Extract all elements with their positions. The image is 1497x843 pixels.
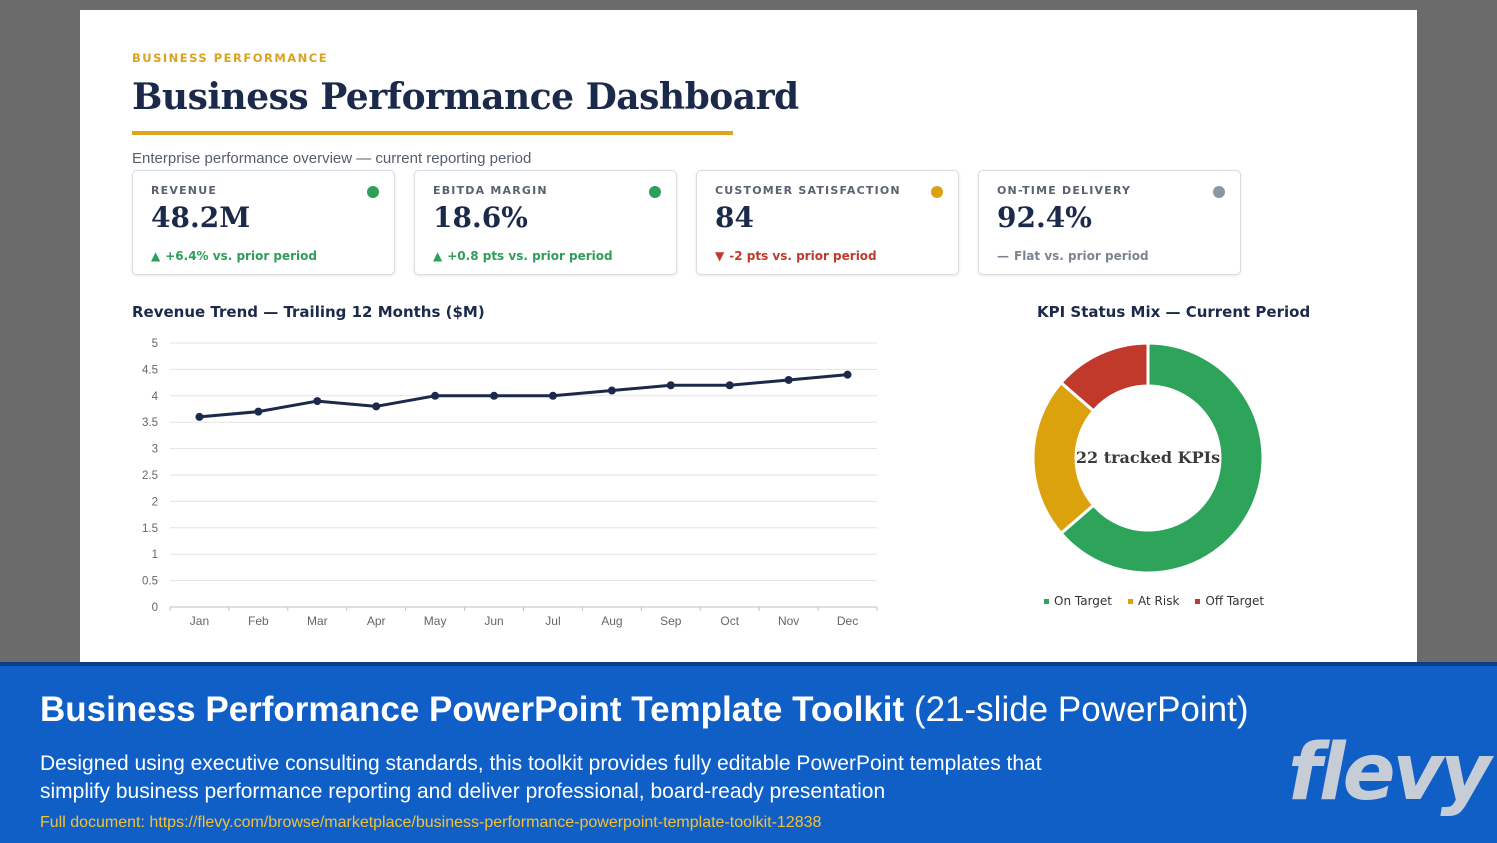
status-dot-icon	[931, 186, 943, 198]
kpi-label: EBITDA MARGIN	[433, 184, 548, 197]
legend-swatch	[1044, 598, 1049, 604]
promo-banner: Business Performance PowerPoint Template…	[0, 662, 1497, 843]
y-tick-label: 4.5	[142, 364, 158, 376]
trend-flat-icon: —	[997, 249, 1009, 263]
y-tick-label: 1.5	[142, 523, 158, 535]
x-tick-label: Jun	[484, 614, 503, 628]
kpi-delta-text: +6.4% vs. prior period	[165, 249, 318, 263]
data-point	[843, 370, 852, 379]
legend-swatch	[1128, 598, 1133, 604]
data-point	[548, 391, 557, 400]
data-point	[607, 386, 616, 395]
kpi-value: 18.6%	[433, 201, 528, 234]
data-point	[431, 391, 440, 400]
kpi-value: 84	[715, 201, 754, 234]
trend-up-icon: ▲	[151, 249, 161, 263]
banner-title: Business Performance PowerPoint Template…	[40, 690, 1249, 730]
revenue-trend-line-chart: 0 0.5 1 1.5 2 2.5 3 3.5 4 4.5 5 Jan Feb Mar Apr May Jun J…	[142, 338, 878, 628]
status-dot-icon	[1213, 186, 1225, 198]
status-dot-icon	[367, 186, 379, 198]
banner-document-link[interactable]: Full document: https://flevy.com/browse/…	[40, 814, 822, 831]
banner-title-main: Business Performance PowerPoint Template…	[40, 690, 905, 729]
legend-swatch	[1195, 598, 1201, 604]
y-tick-label: 2	[152, 496, 158, 508]
donut-chart-title: KPI Status Mix — Current Period	[1037, 303, 1311, 321]
y-tick-label: 4	[152, 391, 159, 403]
trend-up-icon: ▲	[433, 249, 443, 263]
x-tick-label: Sep	[660, 614, 682, 628]
donut-slice-off-target	[1058, 341, 1150, 413]
status-dot-icon	[649, 186, 661, 198]
legend-label: Off Target	[1205, 594, 1265, 608]
kpi-delta-text: -2 pts vs. prior period	[729, 249, 877, 263]
x-tick-label: Aug	[601, 614, 622, 628]
y-tick-label: 1	[152, 549, 158, 561]
y-tick-label: 0	[152, 602, 158, 614]
kpi-card-customer-satisfaction: CUSTOMER SATISFACTION 84 ▼ -2 pts vs. pri…	[696, 170, 959, 275]
x-tick-label: Apr	[367, 614, 386, 628]
title-underline	[132, 131, 733, 135]
y-tick-label: 5	[152, 338, 158, 350]
kpi-card-revenue: REVENUE 48.2M ▲ +6.4% vs. prior period	[132, 170, 395, 275]
kpi-card-on-time-delivery: ON-TIME DELIVERY 92.4% — Flat vs. prior p…	[978, 170, 1241, 275]
x-tick-label: May	[424, 614, 447, 628]
kpi-label: CUSTOMER SATISFACTION	[715, 184, 901, 197]
legend-label: At Risk	[1138, 594, 1180, 608]
x-tick-label: Mar	[307, 614, 328, 628]
data-point	[372, 402, 381, 411]
data-point	[784, 375, 793, 384]
x-tick-label: Oct	[720, 614, 739, 628]
kpi-delta: ▼ -2 pts vs. prior period	[715, 249, 877, 263]
legend-item-at-risk: At Risk	[1128, 594, 1179, 608]
kpi-value: 48.2M	[151, 201, 251, 234]
trend-down-icon: ▼	[715, 249, 725, 263]
kpi-delta: — Flat vs. prior period	[997, 249, 1149, 263]
donut-legend: On Target At Risk Off Target	[1044, 594, 1264, 608]
logo-text: flevy	[1288, 728, 1491, 818]
y-tick-label: 3.5	[142, 417, 158, 429]
donut-slice-on-target	[1058, 341, 1265, 575]
banner-title-suffix: (21-slide PowerPoint)	[913, 690, 1249, 729]
x-tick-label: Jan	[190, 614, 209, 628]
data-point	[490, 391, 499, 400]
kpi-delta-text: +0.8 pts vs. prior period	[447, 249, 613, 263]
slide: BUSINESS PERFORMANCE Business Performanc…	[80, 10, 1417, 662]
data-point	[254, 407, 263, 416]
kpi-card-ebitda-margin: EBITDA MARGIN 18.6% ▲ +0.8 pts vs. prior …	[414, 170, 677, 275]
legend-item-on-target: On Target	[1044, 594, 1112, 608]
y-tick-label: 3	[152, 444, 158, 456]
data-point	[195, 412, 204, 421]
kpi-delta: ▲ +6.4% vs. prior period	[151, 249, 317, 263]
data-point	[313, 397, 322, 406]
kpi-delta-text: Flat vs. prior period	[1014, 249, 1149, 263]
flevy-logo: flevy	[1288, 728, 1491, 818]
kpi-delta: ▲ +0.8 pts vs. prior period	[433, 249, 613, 263]
kpi-status-donut-chart: 22 tracked KPIs	[1031, 341, 1265, 575]
y-tick-label: 2.5	[142, 470, 158, 482]
legend-label: On Target	[1054, 594, 1112, 608]
line-chart-title: Revenue Trend — Trailing 12 Months ($M)	[132, 303, 485, 321]
legend-item-off-target: Off Target	[1195, 594, 1264, 608]
x-tick-label: Dec	[837, 614, 858, 628]
x-tick-label: Jul	[545, 614, 560, 628]
eyebrow-label: BUSINESS PERFORMANCE	[132, 51, 329, 65]
data-point	[666, 381, 675, 390]
kpi-label: ON-TIME DELIVERY	[997, 184, 1132, 197]
x-tick-label: Feb	[248, 614, 269, 628]
y-tick-label: 0.5	[142, 576, 158, 588]
banner-description: Designed using executive consulting stan…	[40, 752, 1042, 803]
data-point	[725, 381, 734, 390]
donut-center-label: 22 tracked KPIs	[1076, 448, 1220, 467]
page-subtitle: Enterprise performance overview — curren…	[132, 150, 532, 167]
kpi-label: REVENUE	[151, 184, 218, 197]
page-title: Business Performance Dashboard	[132, 76, 799, 118]
revenue-series-line	[199, 373, 848, 419]
x-tick-label: Nov	[778, 614, 799, 628]
kpi-value: 92.4%	[997, 201, 1092, 234]
